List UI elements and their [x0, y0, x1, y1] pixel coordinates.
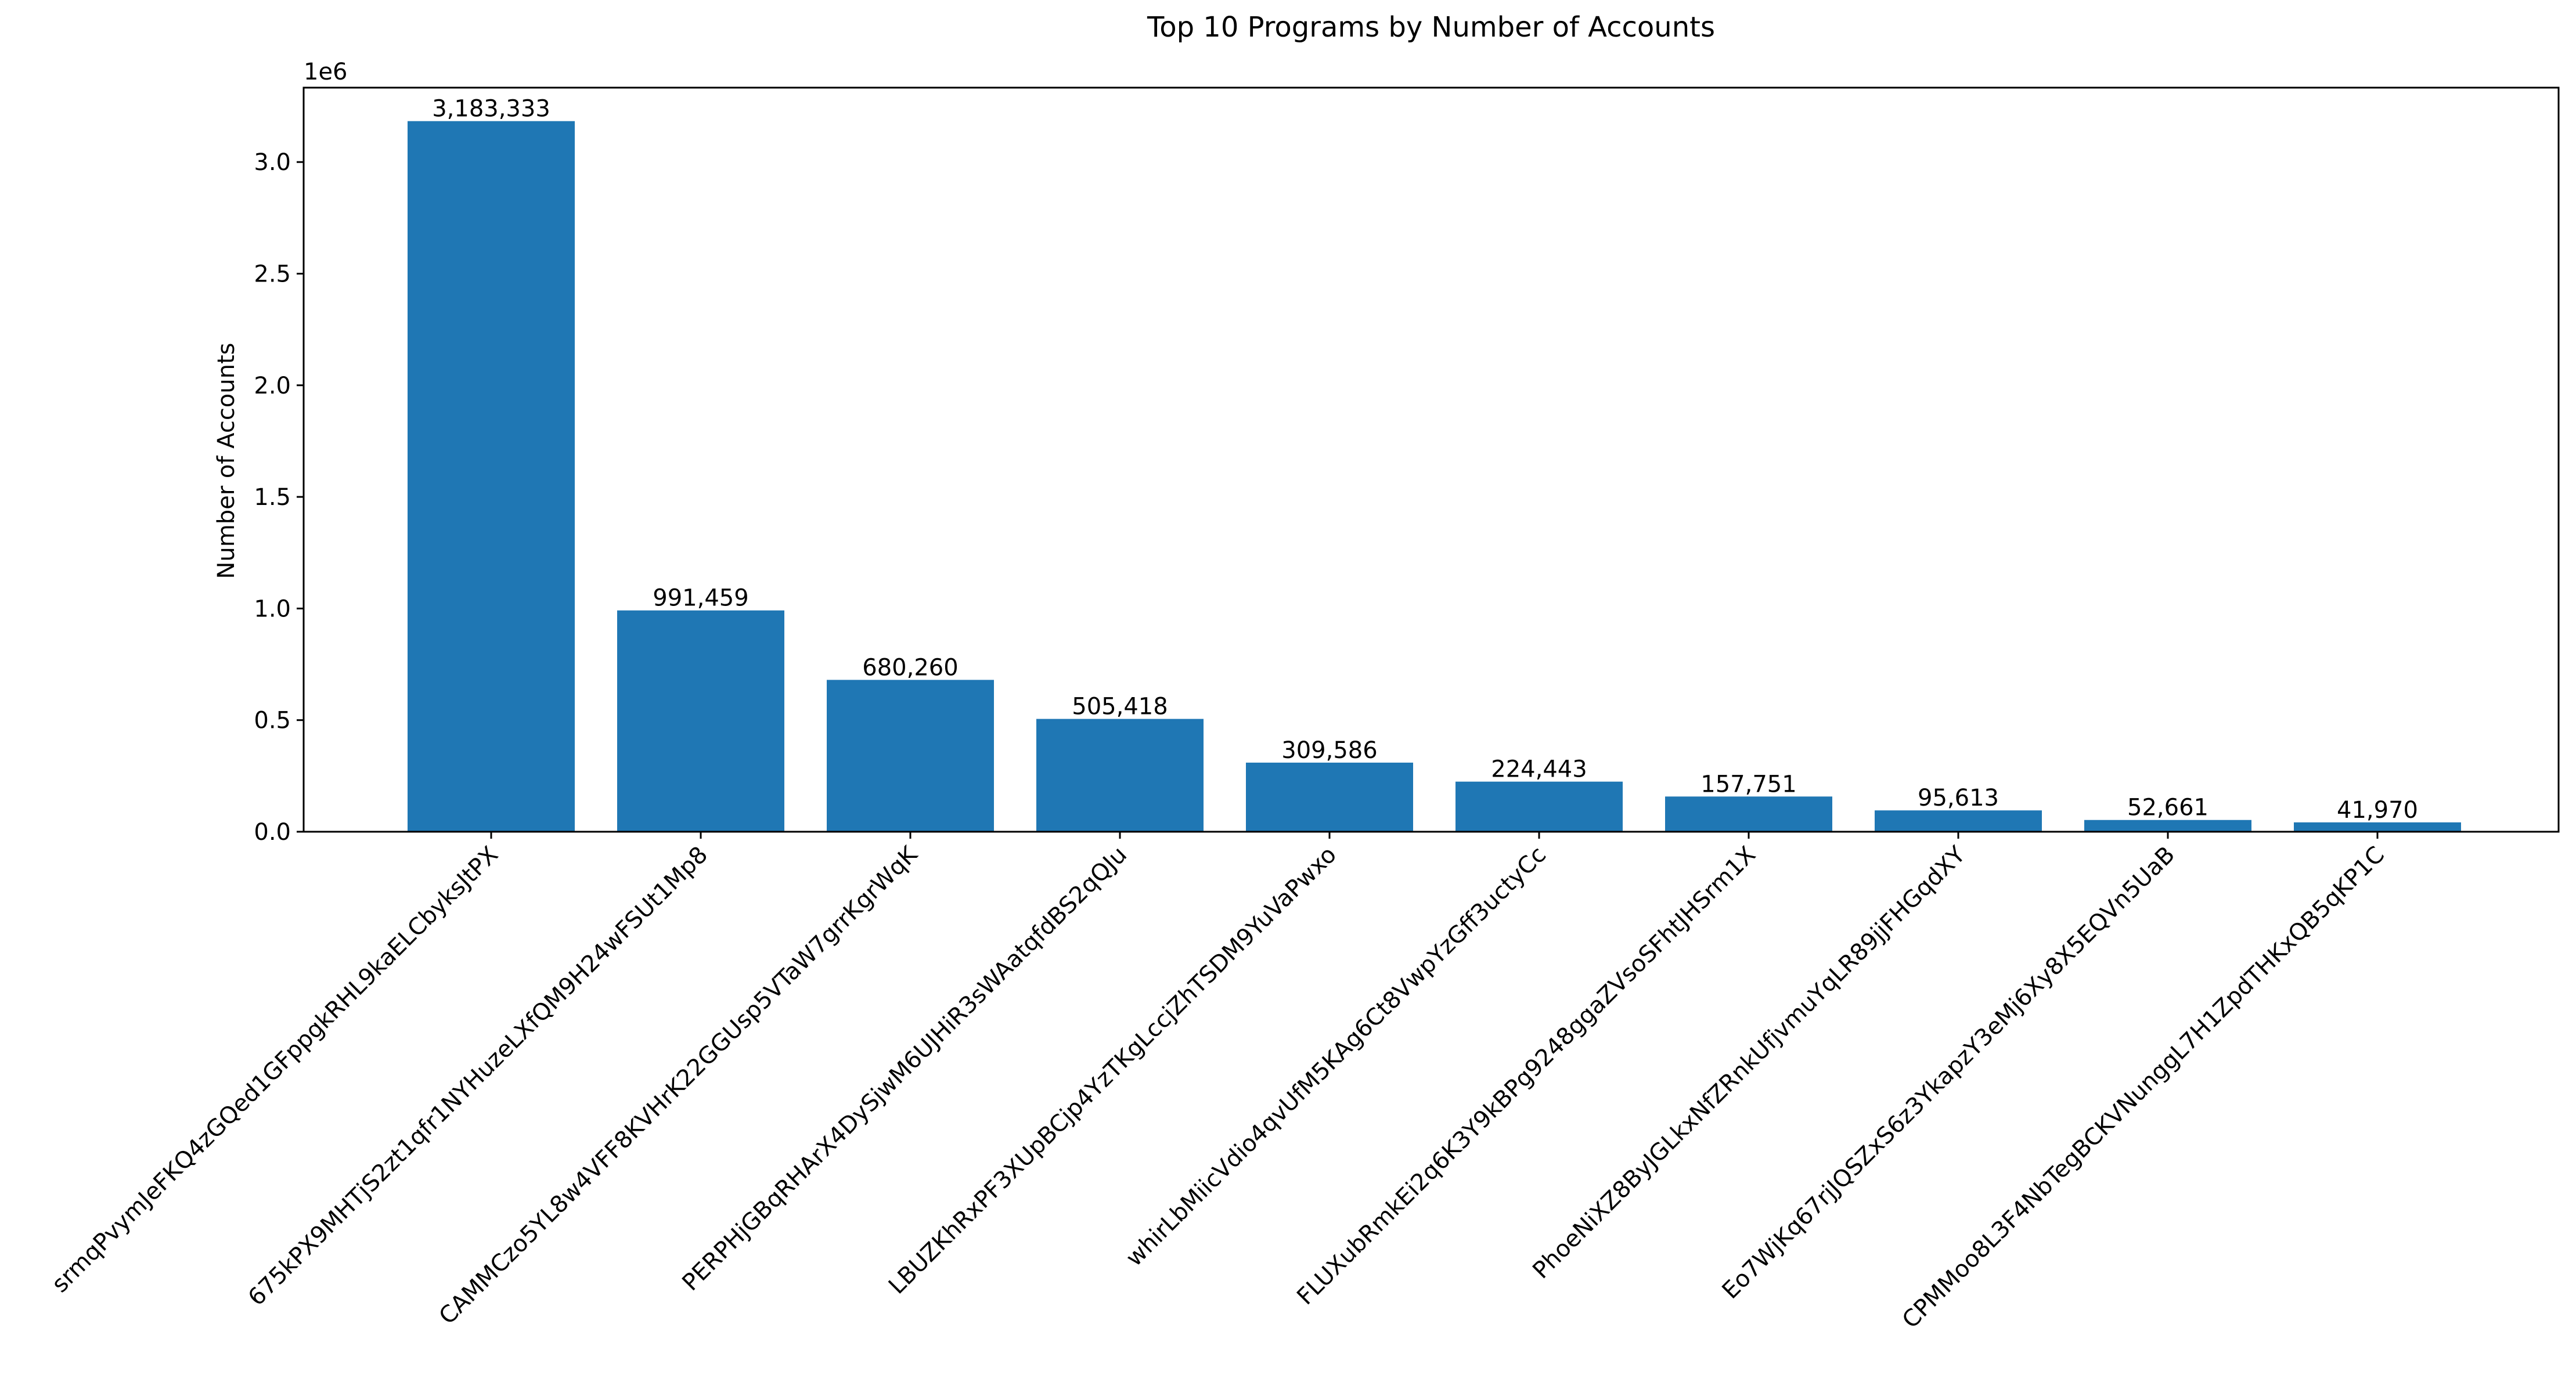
y-axis: 0.0 0.5 1.0 1.5 2.0 2.5 3.0 — [254, 149, 304, 846]
y-tick-label: 0.0 — [254, 819, 291, 846]
bar-value-label: 991,459 — [653, 585, 748, 612]
bar — [827, 680, 994, 832]
bar-value-label: 309,586 — [1281, 737, 1377, 764]
bars-layer: 3,183,333 991,459 680,260 505,418 309,586 224… — [408, 96, 2461, 832]
y-tick-label: 0.5 — [254, 708, 291, 734]
bar — [1246, 762, 1413, 832]
bar-value-label: 157,751 — [1700, 771, 1796, 797]
bar — [2294, 822, 2461, 832]
bar — [408, 121, 575, 832]
y-axis-offset-label: 1e6 — [304, 59, 348, 85]
plot-area-frame — [302, 86, 2560, 833]
bar — [1875, 810, 2042, 832]
bar — [617, 610, 784, 832]
bar — [1665, 796, 1832, 832]
y-axis-label: Number of Accounts — [213, 342, 240, 579]
y-tick-label: 3.0 — [254, 149, 291, 176]
bar-value-label: 41,970 — [2337, 797, 2418, 824]
bar — [2084, 820, 2251, 832]
bar-value-label: 95,613 — [1918, 785, 1999, 811]
bar — [1455, 781, 1623, 832]
y-tick-label: 2.0 — [254, 373, 291, 399]
y-tick-label: 2.5 — [254, 261, 291, 287]
bar-value-label: 52,661 — [2127, 795, 2208, 821]
y-tick-label: 1.0 — [254, 596, 291, 622]
y-tick-label: 1.5 — [254, 484, 291, 511]
chart-title: Top 10 Programs by Number of Accounts — [1147, 11, 1715, 44]
bar-value-label: 3,183,333 — [432, 96, 550, 122]
bar-value-label: 505,418 — [1072, 694, 1168, 720]
bar-value-label: 680,260 — [862, 654, 958, 681]
bar-value-label: 224,443 — [1491, 756, 1587, 783]
bar — [1036, 719, 1204, 832]
